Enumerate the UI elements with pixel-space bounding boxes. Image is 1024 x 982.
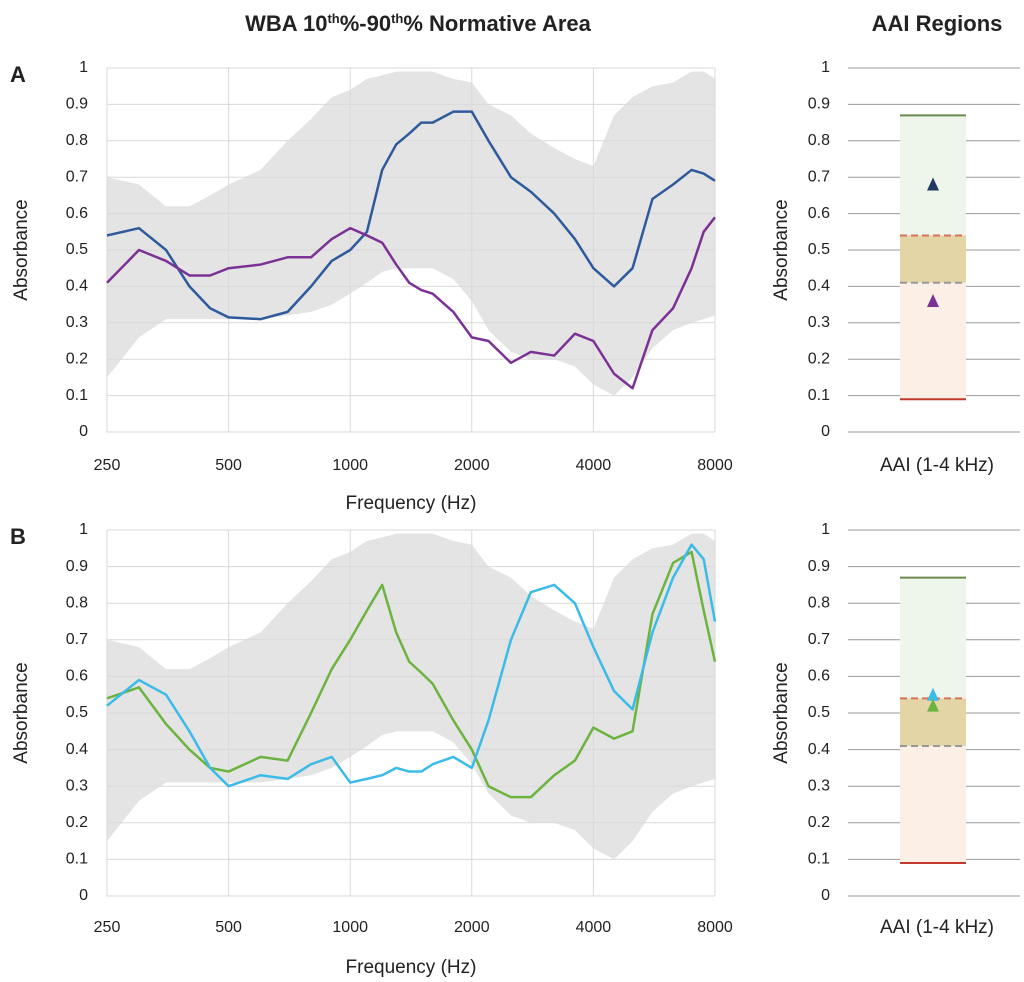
y-tick-label: 0.7 [808,631,830,648]
y-tick-label: 0.6 [66,205,88,222]
series-line [106,110,716,321]
x-tick-label: 4000 [576,457,612,474]
y-tick-label: 0.7 [66,631,88,648]
y-tick-label: 0.6 [808,668,830,685]
x-tick-label: 500 [215,457,242,474]
x-tick-label: 500 [215,919,242,936]
y-tick-label: 0 [821,887,830,904]
aai-marker [927,698,939,712]
category-label: AAI (1-4 kHz) [880,455,994,476]
y-tick-label: 0.3 [66,314,88,331]
y-tick-label: 0.9 [808,558,830,575]
title-part: %-90 [340,11,391,36]
y-tick-label: 0 [821,423,830,440]
y-tick-label: 0 [79,423,88,440]
y-tick-label: 0.2 [66,814,88,831]
normative-band [107,71,715,396]
x-axis-label: Frequency (Hz) [346,957,477,978]
x-tick-label: 4000 [576,919,612,936]
title-part: WBA 10 [245,11,327,36]
y-tick-label: 0.3 [66,777,88,794]
y-tick-label: 0.4 [66,278,88,295]
series-line [106,543,717,788]
y-tick-label: 0.3 [808,314,830,331]
x-axis-label: Frequency (Hz) [346,493,477,514]
y-tick-label: 0.5 [66,241,88,258]
y-tick-label: 0.4 [808,741,830,758]
panel-label: B [10,524,26,549]
x-tick-label: 1000 [332,457,368,474]
y-tick-label: 0.2 [808,350,830,367]
title-part: th [327,11,339,26]
y-tick-label: 0.6 [808,205,830,222]
y-tick-label: 0.1 [808,851,830,868]
y-tick-label: 0.4 [808,278,830,295]
region [900,577,966,699]
y-tick-label: 0.3 [808,777,830,794]
y-tick-label: 1 [79,521,88,538]
y-tick-label: 1 [79,59,88,76]
y-tick-label: 0.1 [66,851,88,868]
aai-marker [927,177,939,191]
y-tick-label: 0.9 [66,558,88,575]
y-tick-label: 0.5 [66,704,88,721]
y-axis-label: Absorbance [771,199,792,300]
region [900,745,966,864]
normative-band [107,533,715,860]
y-tick-label: 0.1 [808,387,830,404]
aai-marker [927,687,939,701]
y-tick-label: 0.1 [66,387,88,404]
x-tick-label: 8000 [697,457,733,474]
series-line [106,550,717,799]
y-tick-label: 0.8 [808,594,830,611]
category-label: AAI (1-4 kHz) [880,917,994,938]
y-tick-label: 0.5 [808,704,830,721]
y-tick-label: 0.7 [66,168,88,185]
y-axis-label: Absorbance [11,199,32,300]
y-tick-label: 0.6 [66,668,88,685]
title-part: th [391,11,403,26]
y-axis-label: Absorbance [771,662,792,763]
x-tick-label: 8000 [697,919,733,936]
title-part: % Normative Area [403,11,591,36]
y-tick-label: 0.2 [66,350,88,367]
aai-marker [927,293,939,307]
y-tick-label: 0.2 [808,814,830,831]
x-tick-label: 2000 [454,919,490,936]
series-line [106,216,716,390]
y-tick-label: 0.7 [808,168,830,185]
x-tick-label: 2000 [454,457,490,474]
region [900,235,966,283]
y-tick-label: 0.4 [66,741,88,758]
y-tick-label: 1 [821,59,830,76]
chart-title: WBA 10th%-90th% Normative Area [245,11,591,36]
y-tick-label: 0.8 [66,594,88,611]
y-tick-label: 0.9 [808,96,830,113]
y-axis-label: Absorbance [11,662,32,763]
x-tick-label: 250 [94,919,121,936]
y-tick-label: 0.5 [808,241,830,258]
region [900,115,966,236]
y-tick-label: 0 [79,887,88,904]
chart-title: AAI Regions [872,11,1003,36]
x-tick-label: 250 [94,457,121,474]
y-tick-label: 0.9 [66,96,88,113]
y-tick-label: 0.8 [66,132,88,149]
y-tick-label: 0.8 [808,132,830,149]
x-tick-label: 1000 [332,919,368,936]
panel-label: A [10,62,26,87]
y-tick-label: 1 [821,521,830,538]
